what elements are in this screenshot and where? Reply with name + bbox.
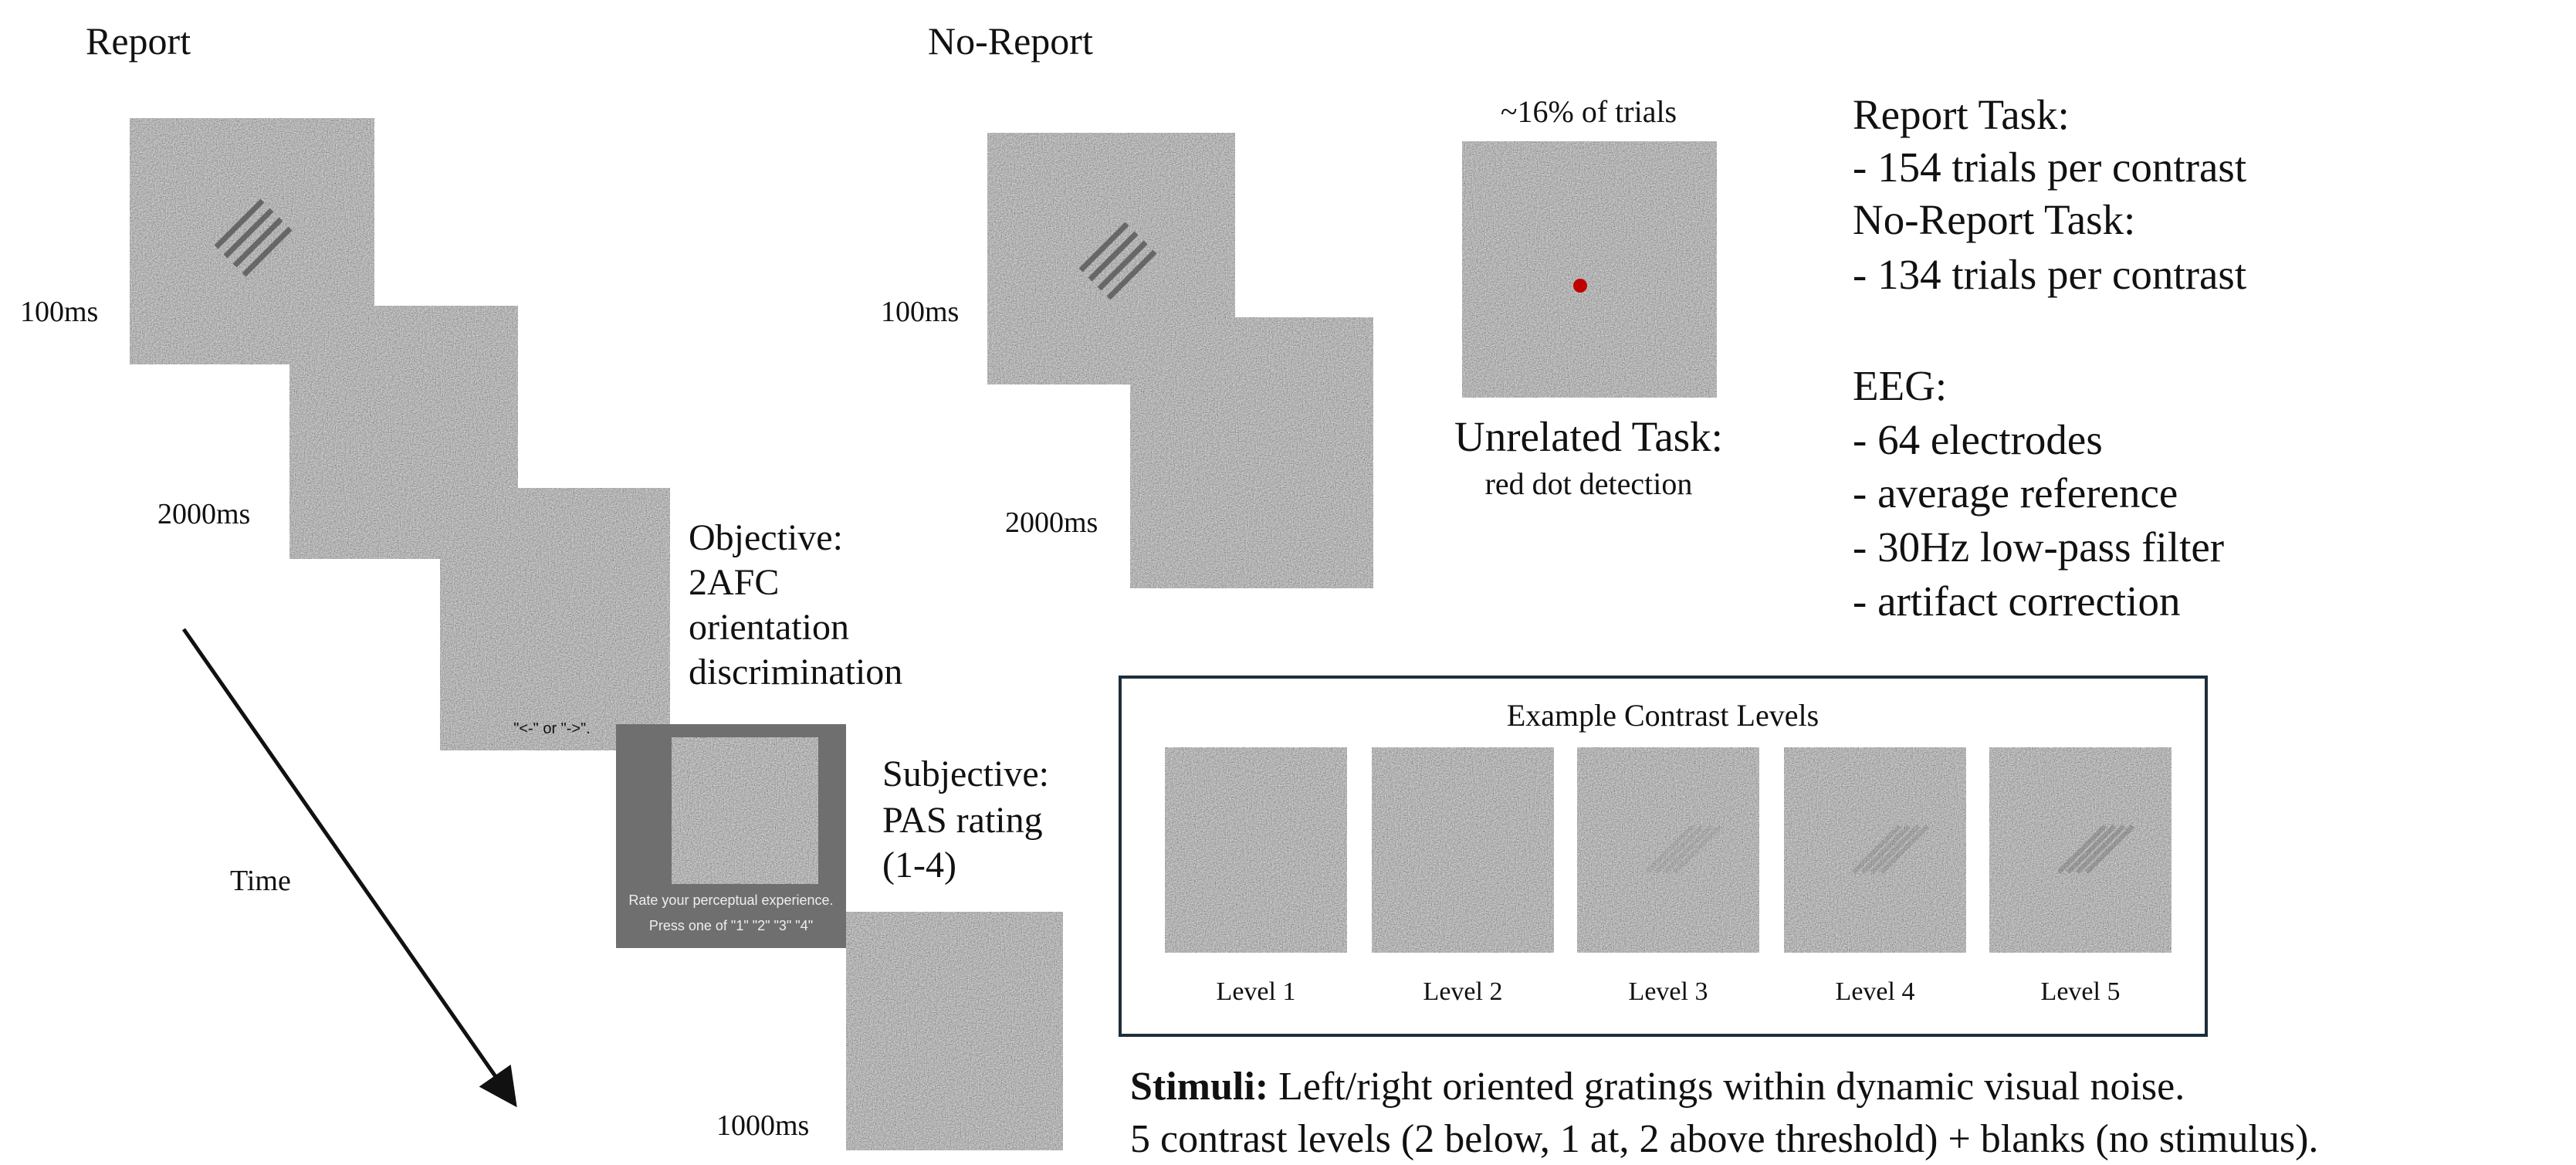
no-report-title: No-Report [928,19,1093,63]
contrast-title: Example Contrast Levels [1507,698,1819,733]
catch-note: ~16% of trials [1501,94,1677,129]
noise-panel [846,912,1063,1150]
stimuli-label: Stimuli: [1130,1065,1268,1109]
time-label: Time [230,865,291,897]
info-line: Report Task: [1853,91,2070,138]
contrast-levels: Level 1 Level 2 Level 3 Level 4 Level 5 [1165,747,2171,1006]
info-line: - 134 trials per contrast [1853,251,2246,298]
subjective-line: (1-4) [882,845,956,886]
subjective-text: Subjective: PAS rating (1-4) [882,754,1049,886]
noise-panel [1165,747,1347,953]
red-dot [1573,279,1587,293]
objective-line: orientation [689,607,849,648]
level-label: Level 4 [1836,977,1915,1006]
duration-label: 1000ms [716,1109,809,1142]
objective-text: Objective: 2AFC orientation discriminati… [689,517,902,693]
stimuli-line: Stimuli: Left/right oriented gratings wi… [1130,1065,2185,1109]
stimuli-text: Left/right oriented gratings within dyna… [1268,1065,2185,1109]
stimuli-line: 5 contrast levels (2 below, 1 at, 2 abov… [1130,1117,2318,1161]
objective-line: 2AFC [689,562,779,603]
unrelated-detail: red dot detection [1485,466,1693,501]
diagram: Report "<-" or "->". Rate your perceptua… [0,0,2576,1165]
noise-panel [440,488,670,750]
objective-line: Objective: [689,517,843,558]
duration-label: 100ms [20,296,98,328]
noise-panel [1462,141,1717,398]
unrelated-task: Unrelated Task: [1454,413,1723,460]
report-title: Report [86,19,191,63]
noise-panel [672,737,818,884]
screen-prompt: Press one of "1" "2" "3" "4" [649,918,813,933]
screen-prompt: Rate your perceptual experience. [628,892,833,908]
subjective-line: PAS rating [882,800,1043,841]
noise-panel [1130,317,1373,588]
noise-panel [1372,747,1554,953]
info-text: Report Task: - 154 trials per contrast N… [1853,91,2246,625]
info-line: - 64 electrodes [1853,416,2103,463]
screen-prompt: "<-" or "->". [513,720,591,737]
info-line: - artifact correction [1853,577,2180,625]
objective-line: discrimination [689,652,902,693]
level-label: Level 3 [1629,977,1708,1006]
duration-label: 100ms [881,296,959,328]
level-label: Level 2 [1423,977,1503,1006]
info-line: - average reference [1853,469,2178,516]
duration-label: 2000ms [157,498,250,530]
info-line: - 154 trials per contrast [1853,144,2246,191]
level-label: Level 5 [2041,977,2121,1006]
level-label: Level 1 [1217,977,1296,1006]
subjective-line: Subjective: [882,754,1049,794]
info-line: EEG: [1853,362,1947,409]
duration-label: 2000ms [1005,506,1098,539]
info-line: No-Report Task: [1853,196,2135,243]
info-line: - 30Hz low-pass filter [1853,523,2224,571]
